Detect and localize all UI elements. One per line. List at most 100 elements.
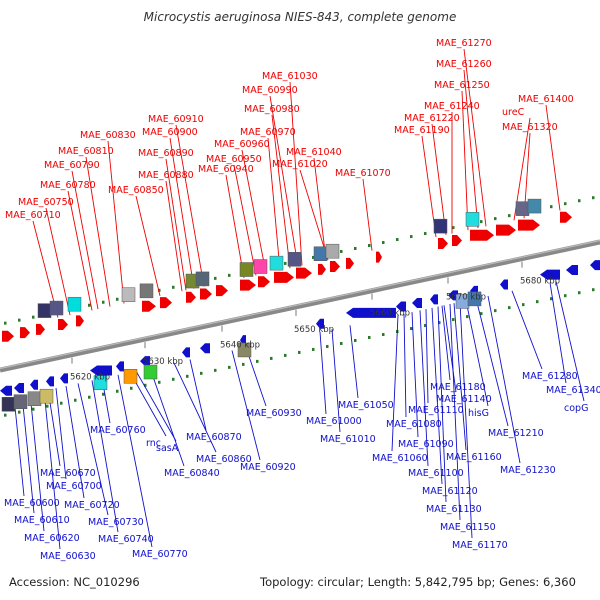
bottom-leader-line xyxy=(465,300,489,407)
gene-block xyxy=(13,394,28,409)
top-leader-line xyxy=(362,178,373,251)
track-dot xyxy=(382,241,385,245)
track-dot xyxy=(410,235,413,239)
bottom-gene-label: rnc xyxy=(146,438,161,449)
track-dot xyxy=(18,410,21,414)
top-gene-label: MAE_61020 xyxy=(272,159,328,170)
track-dot xyxy=(368,336,371,340)
track-dot xyxy=(382,333,385,337)
track-dot xyxy=(466,315,469,319)
gene-block xyxy=(1,397,16,412)
track-dot xyxy=(32,407,35,411)
track-dot xyxy=(368,244,371,248)
reverse-gene-arrow xyxy=(590,260,600,271)
bottom-gene-label: MAE_61210 xyxy=(488,428,544,439)
top-leader-line xyxy=(85,156,111,307)
track-dot xyxy=(424,324,427,328)
reverse-gene-arrow xyxy=(182,347,190,358)
label-leaders xyxy=(13,48,585,550)
bottom-leader-line xyxy=(319,331,327,415)
bottom-leader-line xyxy=(441,305,451,381)
gene-block xyxy=(239,262,254,277)
tick-label: 5640 kbp xyxy=(220,341,260,351)
top-leader-line xyxy=(267,137,281,271)
axis-ticks: 5620 kbp 5630 kbp 5640 kbp 5650 kbp 5660 kbp… xyxy=(70,261,560,383)
gene-block xyxy=(143,364,158,380)
track-dot xyxy=(354,246,357,250)
track-dot xyxy=(326,344,329,348)
tick-label: 5650 kbp xyxy=(294,325,334,335)
reverse-gene-arrow xyxy=(316,318,324,329)
forward-gene-arrow xyxy=(438,238,448,250)
forward-gene-arrow xyxy=(346,257,354,269)
track-dot xyxy=(4,321,7,325)
forward-gene-arrow xyxy=(36,323,45,335)
track-dot xyxy=(564,294,567,298)
reverse-gene-arrow xyxy=(500,279,508,290)
bottom-leader-line xyxy=(77,383,109,516)
reverse-gene-arrow xyxy=(346,307,396,318)
top-gene-label: MAE_60830 xyxy=(80,130,136,141)
track-dot xyxy=(424,232,427,236)
top-gene-label: MAE_60810 xyxy=(58,146,114,157)
reverse-gene-arrow xyxy=(60,373,68,384)
genome-axis-highlight xyxy=(0,239,600,370)
gene-block xyxy=(515,201,530,216)
forward-gene-arrow xyxy=(142,300,156,312)
track-dot xyxy=(158,380,161,384)
bottom-leader-line xyxy=(189,359,207,431)
gene-labels: MAE_60710 MAE_60750 MAE_60780 MAE_60790 MAE_… xyxy=(4,38,600,562)
gene-block xyxy=(195,271,210,287)
tick-label: 5620 kbp xyxy=(70,373,110,383)
top-gene-label: MAE_61240 xyxy=(424,101,480,112)
topology-text: Topology: circular; Length: 5,842,795 bp… xyxy=(260,575,576,589)
tick-label: 5630 kbp xyxy=(143,357,183,367)
bottom-gene-label: copG xyxy=(564,403,588,414)
bottom-gene-label: MAE_60670 xyxy=(40,468,96,479)
reverse-gene-arrow xyxy=(0,385,12,396)
gene-block xyxy=(467,291,482,307)
forward-gene-arrow xyxy=(58,319,68,331)
track-dot xyxy=(536,300,539,304)
reverse-gene-arrow xyxy=(30,379,38,390)
bottom-leader-line xyxy=(475,298,509,427)
gene-block xyxy=(139,283,154,299)
top-leader-line xyxy=(463,48,487,227)
reverse-gene-arrow xyxy=(430,294,438,305)
top-leader-line xyxy=(45,207,71,316)
bottom-gene-label: MAE_61000 xyxy=(306,416,362,427)
reverse-gene-arrow xyxy=(566,264,578,275)
top-gene-label: MAE_61040 xyxy=(286,147,342,158)
top-gene-label: MAE_60980 xyxy=(244,104,300,115)
track-dot xyxy=(270,356,273,360)
gene-block xyxy=(37,303,52,318)
top-leader-line xyxy=(545,104,561,211)
track-dot xyxy=(74,398,77,402)
forward-gene-arrow xyxy=(76,315,84,327)
track-dot xyxy=(480,312,483,316)
reverse-gene-arrow xyxy=(448,290,458,301)
track-dot xyxy=(102,392,105,396)
top-gene-label: MAE_61190 xyxy=(394,125,450,136)
reverse-gene-arrow xyxy=(90,365,112,376)
top-gene-label: MAE_60780 xyxy=(40,180,96,191)
bottom-gene-label: MAE_61280 xyxy=(522,371,578,382)
top-gene-label: MAE_61070 xyxy=(335,168,391,179)
track-dot xyxy=(32,315,35,319)
top-leader-line xyxy=(271,114,291,269)
track-dot xyxy=(130,386,133,390)
bottom-gene-label: MAE_60610 xyxy=(14,515,70,526)
forward-gene-arrow xyxy=(186,291,196,303)
bottom-gene-label: MAE_61080 xyxy=(386,419,442,430)
track-dot xyxy=(312,347,315,351)
track-dot xyxy=(592,196,595,200)
bottom-gene-label: MAE_60730 xyxy=(88,517,144,528)
bottom-gene-label: MAE_60770 xyxy=(132,549,188,560)
bottom-leader-line xyxy=(419,310,429,467)
top-gene-label: MAE_61270 xyxy=(436,38,492,49)
bottom-leader-line xyxy=(135,370,177,442)
bottom-gene-label: MAE_61150 xyxy=(440,522,496,533)
bottom-gene-label: MAE_60630 xyxy=(40,551,96,562)
reverse-gene-arrow xyxy=(240,335,246,346)
track-dot xyxy=(228,273,231,277)
